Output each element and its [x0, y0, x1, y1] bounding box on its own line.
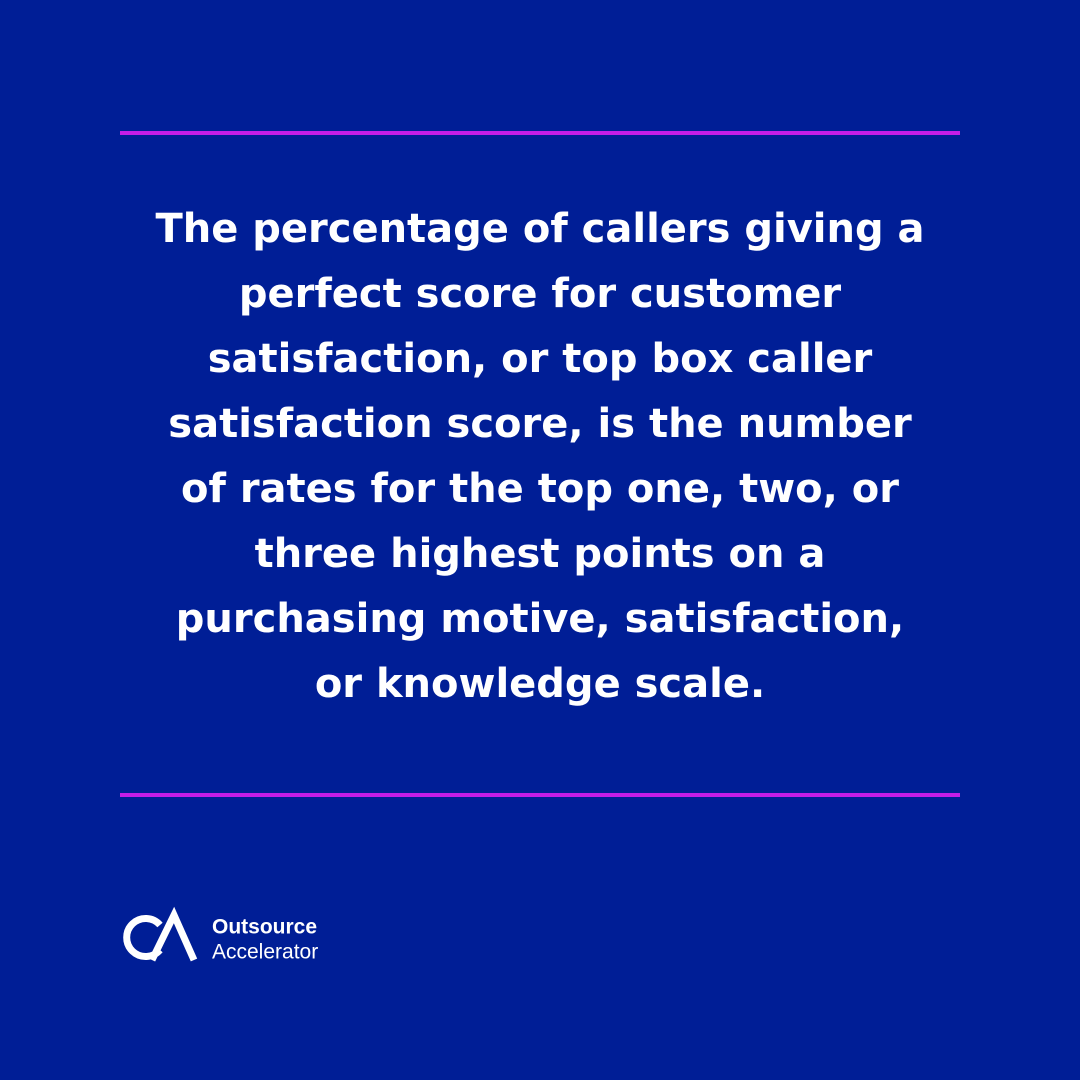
body-line: of rates for the top one, two, or: [181, 466, 899, 512]
body-line: The percentage of callers giving a: [155, 206, 924, 252]
body-line: three highest points on a: [255, 531, 826, 577]
logo-mark-a: [148, 906, 198, 962]
body-line: satisfaction, or top box caller: [208, 336, 873, 382]
logo-line-2: Accelerator: [212, 941, 318, 964]
body-line: perfect score for customer: [239, 271, 842, 317]
logo-line-1: Outsource: [212, 916, 317, 939]
logo: Outsource Accelerator: [123, 906, 318, 964]
body-line: or knowledge scale.: [315, 661, 765, 707]
body-line: satisfaction score, is the number: [168, 401, 912, 447]
body-line: purchasing motive, satisfaction,: [176, 596, 904, 642]
logo-mark-c: [123, 915, 163, 960]
body-text: The percentage of callers giving a perfec…: [155, 206, 924, 707]
